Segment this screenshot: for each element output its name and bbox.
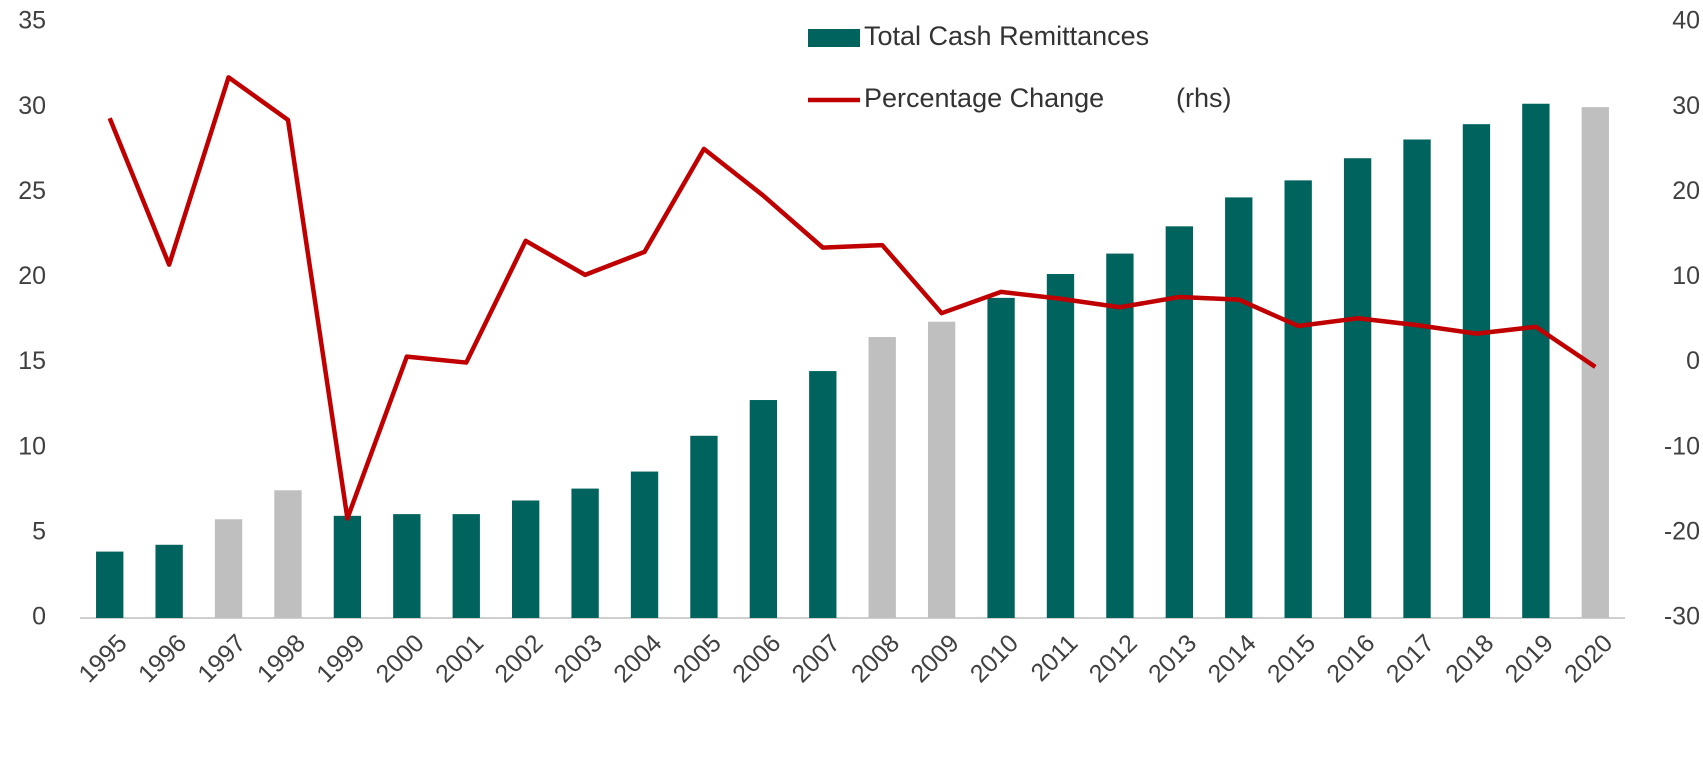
bar xyxy=(630,471,659,618)
x-tick-label: 2016 xyxy=(1321,629,1380,688)
x-tick-label: 2005 xyxy=(668,629,727,688)
y-tick-label: 0 xyxy=(32,603,46,631)
x-tick-label: 1996 xyxy=(133,629,192,688)
annotation: (rhs) xyxy=(1176,83,1232,113)
x-tick-label: 2010 xyxy=(965,629,1024,688)
y2-tick-label: 40 xyxy=(1672,7,1700,35)
bar xyxy=(749,400,778,618)
bar xyxy=(214,519,243,618)
bar xyxy=(96,551,124,618)
legend-label: Total Cash Remittances xyxy=(864,21,1149,51)
x-tick-label: 1995 xyxy=(73,629,132,688)
x-tick-label: 2002 xyxy=(489,629,548,688)
y-tick-label: 30 xyxy=(18,92,46,120)
bar xyxy=(1046,274,1075,618)
bar xyxy=(1462,124,1491,619)
x-tick-label: 2018 xyxy=(1440,629,1499,688)
y2-tick-label: -30 xyxy=(1664,603,1700,631)
y2-tick-label: 20 xyxy=(1672,177,1700,205)
bar xyxy=(1225,197,1253,618)
bar xyxy=(927,321,956,618)
x-tick-label: 2007 xyxy=(787,629,846,688)
legend-swatch xyxy=(808,29,860,47)
y2-tick-label: -10 xyxy=(1664,432,1700,460)
x-tick-label: 2013 xyxy=(1143,629,1202,688)
bar xyxy=(1522,103,1550,619)
bar xyxy=(1106,253,1134,619)
y-tick-label: 20 xyxy=(18,262,46,290)
x-tick-label: 2020 xyxy=(1559,629,1618,688)
x-tick-label: 2006 xyxy=(727,629,786,688)
x-tick-label: 1997 xyxy=(192,629,251,688)
x-tick-label: 2003 xyxy=(549,629,608,688)
y2-tick-label: -20 xyxy=(1664,517,1700,545)
legend-label: Percentage Change xyxy=(864,83,1104,113)
x-tick-label: 2012 xyxy=(1084,629,1143,688)
x-tick-label: 2019 xyxy=(1500,629,1559,688)
bar xyxy=(868,337,896,618)
bar xyxy=(155,544,183,618)
y2-tick-label: 30 xyxy=(1672,92,1700,120)
x-tick-label: 2004 xyxy=(608,629,667,688)
y-tick-label: 15 xyxy=(18,347,46,375)
x-tick-label: 2001 xyxy=(430,629,489,688)
y-tick-label: 5 xyxy=(32,517,46,545)
bar xyxy=(274,490,302,618)
bar xyxy=(393,514,421,618)
bar xyxy=(1165,226,1193,619)
y-tick-label: 10 xyxy=(18,432,46,460)
line xyxy=(107,75,1597,521)
x-tick-label: 2011 xyxy=(1026,629,1084,687)
x-tick-label: 2008 xyxy=(846,629,905,688)
x-tick-label: 2000 xyxy=(371,629,430,688)
x-tick-label: 2014 xyxy=(1203,629,1262,688)
y-tick-label: 35 xyxy=(18,7,46,35)
bar xyxy=(1403,139,1431,619)
x-tick-label: 2015 xyxy=(1262,629,1321,688)
x-tick-label: 1998 xyxy=(252,629,311,688)
bar xyxy=(809,371,837,618)
bar xyxy=(1343,158,1372,618)
x-tick-label: 2017 xyxy=(1381,629,1440,688)
y2-tick-label: 10 xyxy=(1672,262,1700,290)
bar xyxy=(333,515,362,618)
x-tick-label: 1999 xyxy=(311,629,370,688)
bar xyxy=(512,500,540,618)
y2-tick-label: 0 xyxy=(1686,347,1700,375)
x-tick-label: 2009 xyxy=(905,629,964,688)
bar xyxy=(1284,180,1312,618)
y-tick-label: 25 xyxy=(18,177,46,205)
bar xyxy=(690,435,718,618)
bar xyxy=(987,297,1015,618)
bar xyxy=(571,488,599,618)
bar xyxy=(452,514,480,618)
